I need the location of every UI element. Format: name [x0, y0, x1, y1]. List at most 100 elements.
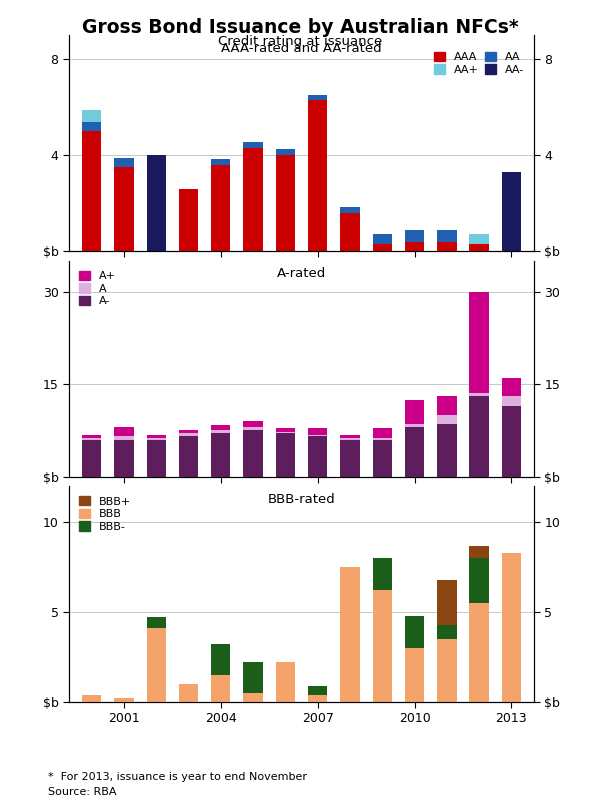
Text: Gross Bond Issuance by Australian NFCs*: Gross Bond Issuance by Australian NFCs* — [82, 18, 518, 37]
Bar — [308, 95, 328, 100]
Bar — [82, 122, 101, 131]
Bar — [502, 553, 521, 702]
Bar — [437, 396, 457, 415]
Text: AAA-rated and AA-rated: AAA-rated and AA-rated — [221, 42, 382, 55]
Bar — [373, 440, 392, 477]
Text: BBB-rated: BBB-rated — [268, 493, 335, 506]
Bar — [469, 234, 489, 244]
Bar — [146, 155, 166, 251]
Bar — [146, 440, 166, 477]
Bar — [437, 415, 457, 424]
Bar — [469, 546, 489, 558]
Bar — [82, 438, 101, 440]
Bar — [308, 695, 328, 702]
Bar — [308, 435, 328, 436]
Text: Source: RBA: Source: RBA — [48, 787, 116, 797]
Bar — [82, 695, 101, 702]
Bar — [502, 396, 521, 406]
Legend: A+, A, A-: A+, A, A- — [79, 270, 116, 307]
Bar — [211, 425, 230, 431]
Bar — [340, 568, 359, 702]
Bar — [469, 603, 489, 702]
Bar — [244, 427, 263, 431]
Bar — [244, 693, 263, 702]
Bar — [179, 684, 198, 702]
Bar — [308, 100, 328, 251]
Bar — [114, 158, 134, 167]
Bar — [82, 435, 101, 438]
Bar — [179, 433, 198, 436]
Bar — [340, 213, 359, 251]
Bar — [373, 438, 392, 440]
Bar — [146, 617, 166, 628]
Bar — [211, 431, 230, 433]
Bar — [179, 431, 198, 433]
Bar — [469, 244, 489, 251]
Bar — [244, 148, 263, 251]
Bar — [308, 436, 328, 477]
Bar — [308, 428, 328, 435]
Bar — [405, 399, 424, 424]
Bar — [469, 394, 489, 396]
Bar — [211, 433, 230, 477]
Text: *  For 2013, issuance is year to end November: * For 2013, issuance is year to end Nove… — [48, 773, 307, 782]
Bar — [405, 242, 424, 251]
Bar — [275, 663, 295, 702]
Bar — [405, 616, 424, 648]
Bar — [114, 167, 134, 251]
Bar — [275, 433, 295, 477]
Bar — [502, 378, 521, 396]
Bar — [308, 686, 328, 695]
Bar — [373, 558, 392, 591]
Bar — [469, 396, 489, 477]
Bar — [502, 172, 521, 251]
Bar — [437, 229, 457, 242]
Bar — [114, 436, 134, 440]
Bar — [82, 131, 101, 251]
Bar — [437, 242, 457, 251]
Bar — [114, 699, 134, 702]
Bar — [82, 440, 101, 477]
Legend: BBB+, BBB, BBB-: BBB+, BBB, BBB- — [79, 496, 131, 532]
Bar — [437, 625, 457, 639]
Text: Credit rating at issuance: Credit rating at issuance — [218, 35, 382, 47]
Bar — [340, 438, 359, 440]
Bar — [146, 435, 166, 438]
Bar — [114, 440, 134, 477]
Bar — [244, 431, 263, 477]
Bar — [179, 436, 198, 477]
Bar — [275, 428, 295, 431]
Bar — [405, 424, 424, 427]
Bar — [275, 431, 295, 433]
Bar — [405, 648, 424, 702]
Bar — [469, 558, 489, 603]
Bar — [179, 189, 198, 251]
Bar — [502, 406, 521, 477]
Bar — [146, 628, 166, 702]
Bar — [373, 244, 392, 251]
Bar — [373, 428, 392, 438]
Bar — [146, 438, 166, 440]
Bar — [82, 109, 101, 122]
Bar — [373, 234, 392, 244]
Bar — [340, 207, 359, 213]
Bar — [244, 663, 263, 693]
Bar — [437, 580, 457, 625]
Bar — [437, 424, 457, 477]
Bar — [244, 421, 263, 427]
Bar — [405, 427, 424, 477]
Bar — [405, 229, 424, 242]
Legend: AAA, AA+, AA, AA-: AAA, AA+, AA, AA- — [434, 52, 524, 75]
Bar — [211, 675, 230, 702]
Bar — [340, 440, 359, 477]
Bar — [211, 159, 230, 165]
Bar — [244, 142, 263, 148]
Bar — [275, 149, 295, 155]
Bar — [211, 165, 230, 251]
Bar — [437, 639, 457, 702]
Bar — [373, 591, 392, 702]
Bar — [469, 291, 489, 394]
Bar — [340, 435, 359, 438]
Bar — [114, 427, 134, 436]
Bar — [211, 645, 230, 675]
